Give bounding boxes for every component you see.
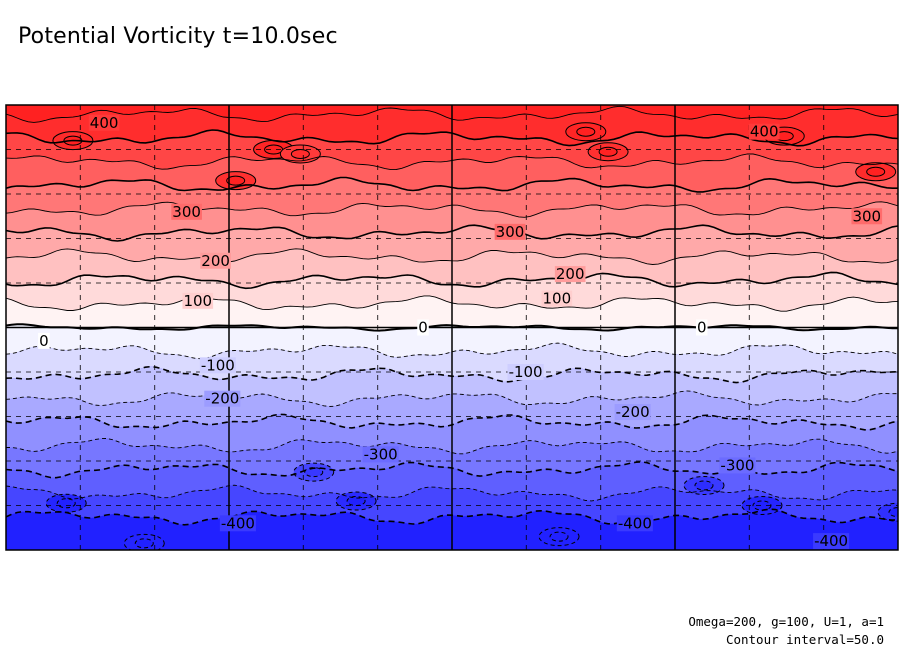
contour-label-bg [182,292,214,309]
contour-label-bg [38,332,50,349]
contour-label: -200 [616,403,650,421]
contour-label: 300 [496,223,525,241]
vortex-inner [56,498,76,509]
contour-labels: 400 400 300 300 300 200 200 100 100 0 0 0 -100 -100 -2… [38,114,883,550]
vortex-inner [866,166,886,177]
grid-lines [6,105,898,550]
contour-label-bg [219,515,256,532]
contour-label: -300 [364,445,398,463]
contour-label: -400 [814,532,848,550]
contour-label-bg [748,123,780,140]
vortex-inner [549,531,569,542]
contour-label: 200 [201,252,230,270]
contour-label: 0 [39,332,49,350]
contour-label-bg [200,252,231,269]
vortex-inner [226,175,246,186]
contour-label-bg [554,266,586,283]
contour-label: 0 [418,319,428,337]
vortex-inner [888,507,898,518]
contour-label: 400 [90,114,119,132]
contour-label: 100 [183,292,212,310]
contour-label-bg [851,208,883,225]
contour-label: -300 [720,456,754,474]
parameters-text: Omega=200, g=100, U=1, a=1 [688,614,884,629]
contour-label-bg [695,319,708,336]
vortex-inner [576,126,596,137]
contour-label: -400 [221,514,255,532]
contour-label: 300 [172,203,201,221]
contour-label-bg [362,446,399,463]
contour-label-bg [494,223,526,240]
contour-label: 100 [542,290,571,308]
contour-label-bg [614,404,651,421]
vortex-inner [694,480,714,491]
chart-title: Potential Vorticity t=10.0sec [18,24,338,49]
contour-line--150 [6,390,898,407]
contour-label-bg [199,357,236,374]
contour-label: -400 [618,514,652,532]
vortex-outer [877,502,898,522]
contour-label-bg [171,203,202,220]
contour-label-bg [813,533,850,550]
contour-label: -100 [201,356,235,374]
vortex-inner [346,496,366,507]
vortex-inner [598,146,618,157]
contour-label: 0 [697,319,707,337]
contour-label-bg [507,364,544,380]
plot-frame [5,104,899,551]
contour-label-bg [719,457,756,474]
vortex-inner [134,538,154,549]
contour-label: 300 [852,207,881,225]
contour-interval-text: Contour interval=50.0 [725,632,884,647]
plot-area [6,105,898,550]
contour-label-bg [616,515,653,532]
contour-label: -200 [205,390,239,408]
contour-label-bg [88,114,120,131]
contour-label-bg [541,290,573,307]
contour-label-bg [204,390,241,407]
contour-label: 200 [556,265,585,283]
vortex-inner [304,467,324,478]
contour-label-bg [417,319,429,336]
contour-label: -100 [509,363,543,381]
vortex-inner [290,148,310,159]
contour-label: 400 [750,123,779,141]
